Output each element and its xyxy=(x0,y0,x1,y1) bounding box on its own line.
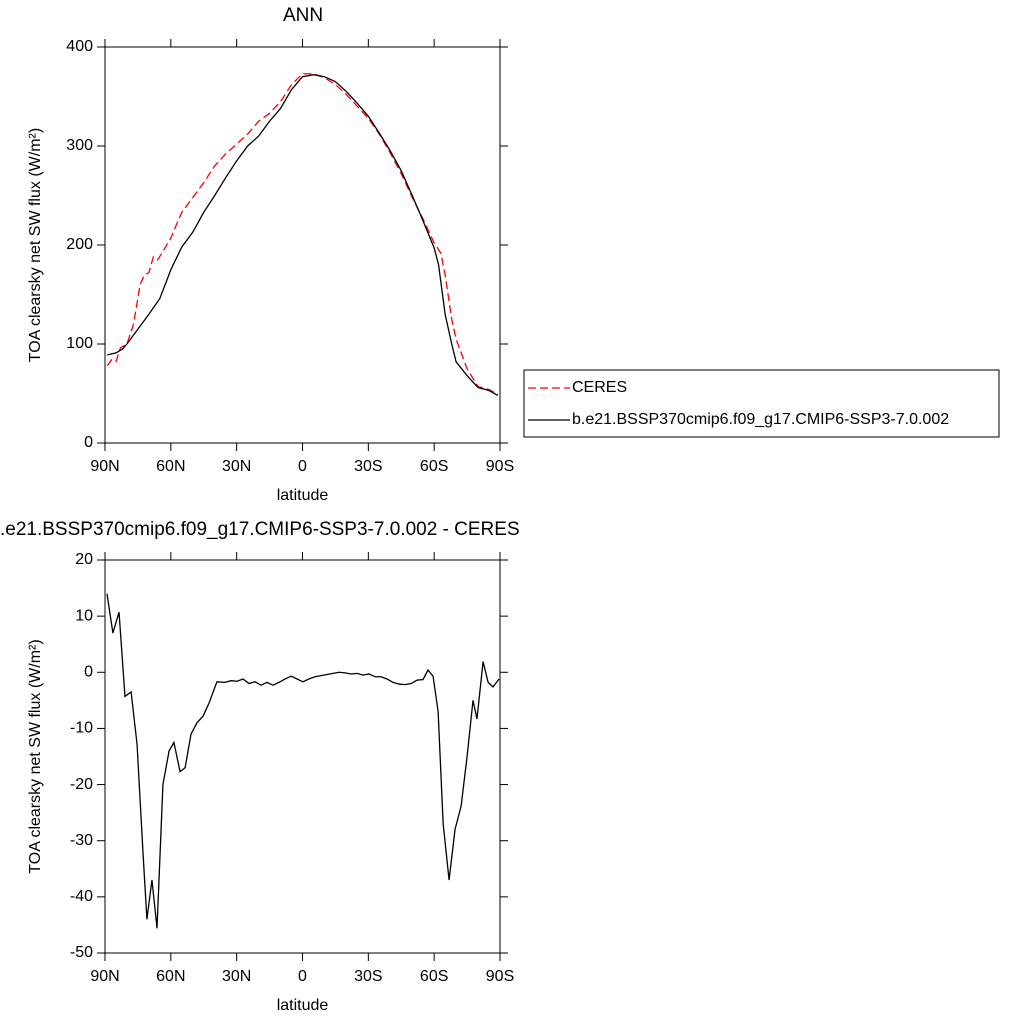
y-axis-label: TOA clearsky net SW flux (W/m²) xyxy=(27,639,44,873)
x-tick-label: 60N xyxy=(156,968,185,985)
x-tick-label: 0 xyxy=(298,458,307,475)
legend-label: CERES xyxy=(572,379,627,396)
plot-frame xyxy=(104,46,501,444)
x-tick-label: 60S xyxy=(420,458,448,475)
x-tick-label: 90S xyxy=(486,968,514,985)
y-tick-label: 0 xyxy=(84,434,93,451)
x-tick-label: 30S xyxy=(354,458,382,475)
y-axis-label: TOA clearsky net SW flux (W/m²) xyxy=(27,128,44,362)
y-tick-label: -40 xyxy=(70,888,93,905)
x-tick-label: 60S xyxy=(420,968,448,985)
y-tick-label: 20 xyxy=(75,551,93,568)
x-tick-label: 30N xyxy=(222,968,251,985)
legend-box xyxy=(523,369,1000,438)
x-axis-label: latitude xyxy=(277,487,329,504)
x-tick-label: 60N xyxy=(156,458,185,475)
y-tick-label: 300 xyxy=(66,137,93,154)
chart-title: .e21.BSSP370cmip6.f09_g17.CMIP6-SSP3-7.0… xyxy=(0,519,520,540)
y-tick-label: -20 xyxy=(70,776,93,793)
y-tick-label: -50 xyxy=(70,944,93,961)
x-tick-label: 90S xyxy=(486,458,514,475)
x-tick-label: 90N xyxy=(90,968,119,985)
legend-label: b.e21.BSSP370cmip6.f09_g17.CMIP6-SSP3-7.… xyxy=(572,411,949,428)
data-line xyxy=(106,593,500,929)
y-tick-label: -30 xyxy=(70,832,93,849)
x-axis-label: latitude xyxy=(277,997,329,1014)
chart-title: ANN xyxy=(283,5,323,26)
x-tick-label: 90N xyxy=(90,458,119,475)
y-tick-label: 200 xyxy=(66,236,93,253)
y-tick-label: 0 xyxy=(84,664,93,681)
y-tick-label: 400 xyxy=(66,38,93,55)
y-tick-label: 100 xyxy=(66,335,93,352)
data-line xyxy=(107,74,499,397)
x-tick-label: 0 xyxy=(298,968,307,985)
y-tick-label: -10 xyxy=(70,720,93,737)
x-tick-label: 30S xyxy=(354,968,382,985)
data-line xyxy=(106,73,499,396)
y-tick-label: 10 xyxy=(75,607,93,624)
x-tick-label: 30N xyxy=(222,458,251,475)
